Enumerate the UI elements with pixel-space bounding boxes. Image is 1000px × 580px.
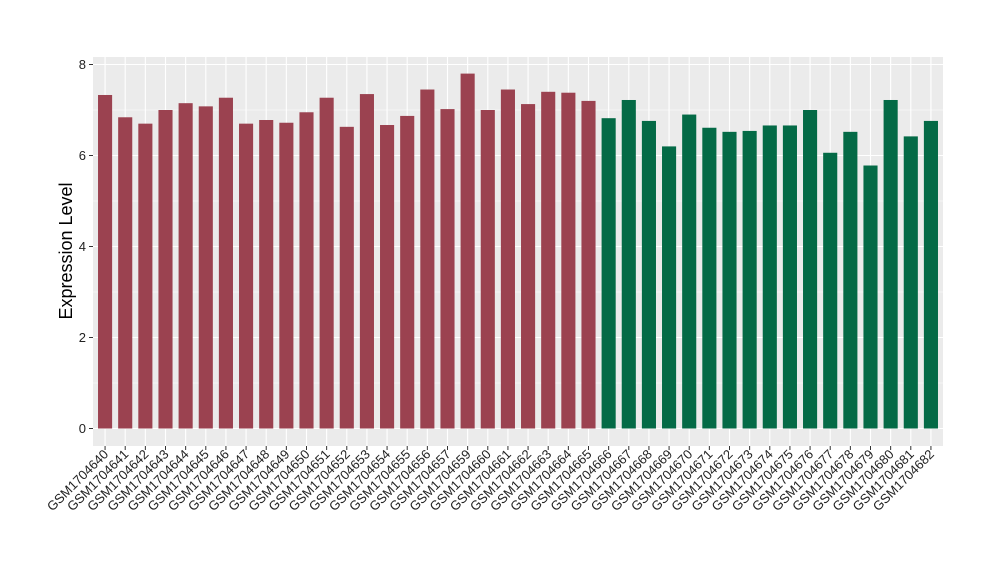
bar-GSM1704670 [682, 114, 697, 429]
bar-GSM1704657 [440, 109, 455, 429]
bar-GSM1704651 [319, 97, 334, 429]
bar-GSM1704673 [742, 130, 757, 429]
bar-GSM1704667 [621, 99, 636, 429]
bar-GSM1704647 [239, 123, 254, 429]
y-axis: 0 2 4 6 8 [79, 57, 93, 436]
bar-GSM1704678 [843, 131, 858, 429]
bar-GSM1704655 [400, 115, 415, 429]
bar-GSM1704650 [299, 112, 314, 429]
bar-GSM1704663 [541, 91, 556, 429]
bar-GSM1704641 [118, 117, 133, 429]
plot-panel [93, 57, 943, 446]
bar-GSM1704662 [521, 104, 536, 429]
bar-GSM1704660 [480, 110, 495, 429]
bar-GSM1704682 [923, 120, 938, 429]
bar-GSM1704677 [823, 152, 838, 429]
y-tick-label: 4 [79, 239, 86, 254]
bar-GSM1704648 [259, 120, 274, 429]
bar-GSM1704661 [500, 89, 515, 429]
y-axis-title: Expression Level [56, 182, 76, 319]
bar-GSM1704664 [561, 92, 576, 429]
bar-GSM1704668 [641, 120, 656, 429]
bar-GSM1704672 [722, 131, 737, 429]
y-tick-label: 8 [79, 57, 86, 72]
x-axis: GSM1704640GSM1704641GSM1704642GSM1704643… [44, 446, 937, 514]
bar-GSM1704665 [581, 100, 596, 429]
bar-GSM1704640 [98, 94, 113, 429]
bar-GSM1704669 [662, 146, 677, 429]
y-tick-label: 2 [79, 330, 86, 345]
bar-GSM1704674 [762, 125, 777, 429]
y-tick-label: 6 [79, 148, 86, 163]
bar-GSM1704666 [601, 118, 616, 429]
bar-GSM1704659 [460, 73, 475, 429]
bar-GSM1704680 [883, 99, 898, 429]
bar-GSM1704653 [359, 94, 374, 429]
y-tick-label: 0 [79, 421, 86, 436]
bars [98, 73, 938, 429]
bar-GSM1704652 [339, 126, 354, 429]
bar-GSM1704656 [420, 89, 435, 429]
bar-GSM1704679 [863, 165, 878, 429]
bar-GSM1704645 [198, 106, 213, 429]
bar-GSM1704671 [702, 127, 717, 429]
bar-GSM1704643 [158, 110, 173, 429]
bar-GSM1704642 [138, 123, 153, 429]
bar-GSM1704646 [218, 97, 233, 429]
bar-GSM1704649 [279, 122, 294, 429]
bar-GSM1704681 [903, 136, 918, 429]
bar-GSM1704654 [380, 125, 395, 429]
bar-GSM1704676 [803, 110, 818, 429]
bar-GSM1704675 [782, 125, 797, 429]
bar-GSM1704644 [178, 103, 193, 429]
